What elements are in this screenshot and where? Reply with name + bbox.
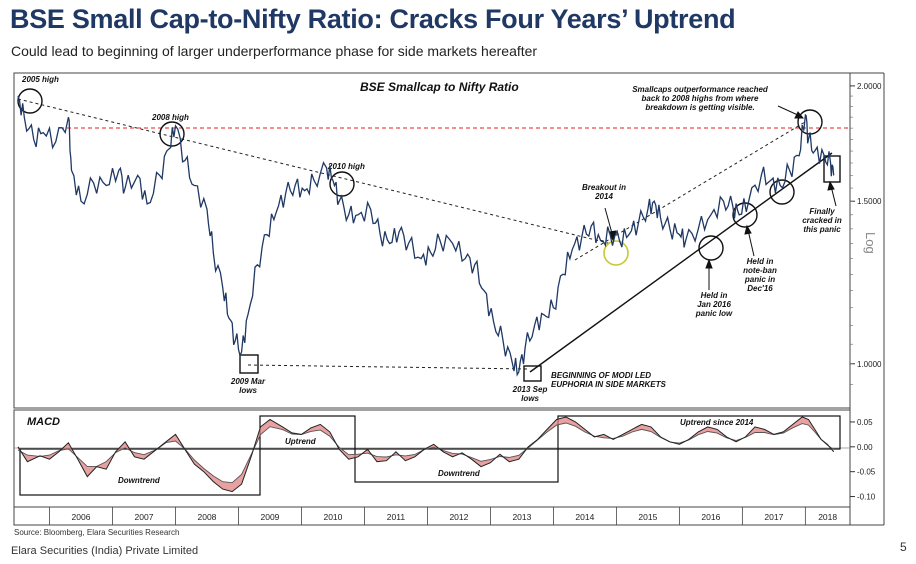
annotation-0-3: 2009 Mar lows [230, 377, 266, 395]
ratio-series-line [17, 95, 835, 377]
annotation-line: BEGINNING OF MODI LED [551, 371, 651, 380]
macd-line [17, 416, 835, 493]
y-tick-label: 2.0000 [857, 82, 882, 91]
x-tick-label: 2010 [323, 512, 342, 522]
annotation-line: 2009 Mar [230, 377, 266, 386]
annotation-line: Held in [701, 291, 728, 300]
annotation-line: panic in [744, 275, 775, 284]
main-chart-title: BSE Smallcap to Nifty Ratio [360, 80, 519, 94]
annotation-0-1: 2008 high [151, 113, 189, 122]
annotation-line: Uptrend since 2014 [680, 418, 754, 427]
annotation-0-9: Held in note-ban panic in Dec'16 [743, 257, 777, 293]
annotation-line: note-ban [743, 266, 777, 275]
annotation-line: Downtrend [118, 476, 161, 485]
annotation-line: breakdown is getting visible. [645, 103, 754, 112]
annotation-line: 2014 [594, 192, 613, 201]
annotation-line: Breakout in [582, 183, 626, 192]
annotation-0-6: Smallcaps outperformance reached back to … [632, 85, 769, 112]
annotation-line: lows [521, 394, 539, 403]
x-tick-label: 2009 [260, 512, 279, 522]
x-tick-label: 2016 [701, 512, 720, 522]
annotation-0-10: Finally cracked in this panic [802, 207, 842, 234]
series-layer [17, 95, 835, 493]
annotation-line: 2010 high [327, 162, 365, 171]
annotation-1-0: Downtrend [118, 476, 161, 485]
uptrend-support-line [529, 152, 833, 373]
main-panel [13, 72, 851, 409]
annotation-0-2: 2010 high [327, 162, 365, 171]
macd-panel [13, 409, 851, 508]
x-axis-ticks: 2006 2007 2008 2009 2010 2011 2012 2013 2014 2015… [49, 507, 837, 525]
macd-y-axis-ticks: 0.05 0.00 -0.05 -0.10 [850, 418, 876, 502]
x-tick-label: 2008 [198, 512, 217, 522]
annotation-1-2: Downtrend [438, 469, 481, 478]
macd-y-tick-label: 0.00 [857, 443, 873, 452]
macd-box-downtrend-1 [19, 448, 261, 496]
page-title: BSE Small Cap-to-Nifty Ratio: Cracks Fou… [10, 4, 736, 34]
macd-title: MACD [27, 416, 60, 428]
y-axis-ticks: 1.0000 1.5000 2.0000 [850, 82, 882, 385]
lows-trendline [247, 364, 531, 370]
annotation-line: 2008 high [151, 113, 189, 122]
annotation-line: Jan 2016 [697, 300, 731, 309]
annotation-line: this panic [803, 225, 841, 234]
y-tick-label: 1.0000 [857, 360, 882, 369]
annotation-0-5: Breakout in 2014 [582, 183, 626, 201]
circle-breakout [603, 240, 629, 266]
static-annotations [17, 88, 848, 382]
x-tick-label: 2015 [638, 512, 657, 522]
annotation-line: Held in [747, 257, 774, 266]
page-number: 5 [900, 540, 907, 554]
annotation-line: Finally [809, 207, 835, 216]
circle-2005-high [17, 88, 43, 114]
x-tick-label: 2007 [135, 512, 154, 522]
circle-jan-2016 [698, 235, 724, 261]
square-2009-low [239, 354, 259, 374]
macd-box-downtrend-2 [354, 448, 559, 483]
y-tick-label: 1.5000 [857, 197, 882, 206]
macd-box-uptrend-2 [557, 415, 841, 450]
annotation-line: Smallcaps outperformance reached [632, 85, 769, 94]
square-2013-low [523, 365, 542, 382]
annotation-line: 2005 high [21, 75, 59, 84]
annotation-line: 2013 Sep [512, 385, 548, 394]
annotation-line: lows [239, 386, 257, 395]
company-name: Elara Securities (India) Private Limited [11, 545, 199, 557]
x-tick-label: 2018 [818, 512, 837, 522]
box-2018-crack [823, 155, 841, 183]
y-axis-log-label: Log [863, 232, 878, 254]
source-note: Source: Bloomberg, Elara Securities Rese… [14, 528, 180, 537]
x-tick-label: 2013 [512, 512, 531, 522]
x-tick-label: 2011 [387, 512, 406, 522]
annotation-line: Downtrend [438, 469, 481, 478]
annotation-line: Dec'16 [747, 284, 773, 293]
annotation-line: Uptrend [285, 437, 317, 446]
x-tick-label: 2017 [764, 512, 783, 522]
annotation-line: back to 2008 highs from where [642, 94, 759, 103]
circle-2017 [769, 179, 795, 205]
macd-y-tick-label: -0.10 [857, 493, 876, 502]
annotation-line: panic low [695, 309, 733, 318]
x-tick-label: 2006 [72, 512, 91, 522]
annotation-1-3: Uptrend since 2014 [680, 418, 754, 427]
x-tick-label: 2014 [575, 512, 594, 522]
circle-2008-high [159, 121, 185, 147]
annotation-0-4: 2013 Sep lows [512, 385, 548, 403]
macd-y-tick-label: 0.05 [857, 418, 873, 427]
annotation-0-0: 2005 high [21, 75, 59, 84]
macd-y-tick-label: -0.05 [857, 468, 876, 477]
x-axis-band [13, 506, 851, 526]
annotation-0-8: Held in Jan 2016 panic low [695, 291, 733, 318]
x-tick-label: 2012 [449, 512, 468, 522]
annotation-line: cracked in [802, 216, 842, 225]
annotation-line: EUPHORIA IN SIDE MARKETS [551, 380, 666, 389]
annotation-1-1: Uptrend [285, 437, 317, 446]
page-subtitle: Could lead to beginning of larger underp… [11, 43, 538, 59]
annotation-0-7: BEGINNING OF MODI LED EUPHORIA IN SIDE MA… [551, 371, 666, 389]
